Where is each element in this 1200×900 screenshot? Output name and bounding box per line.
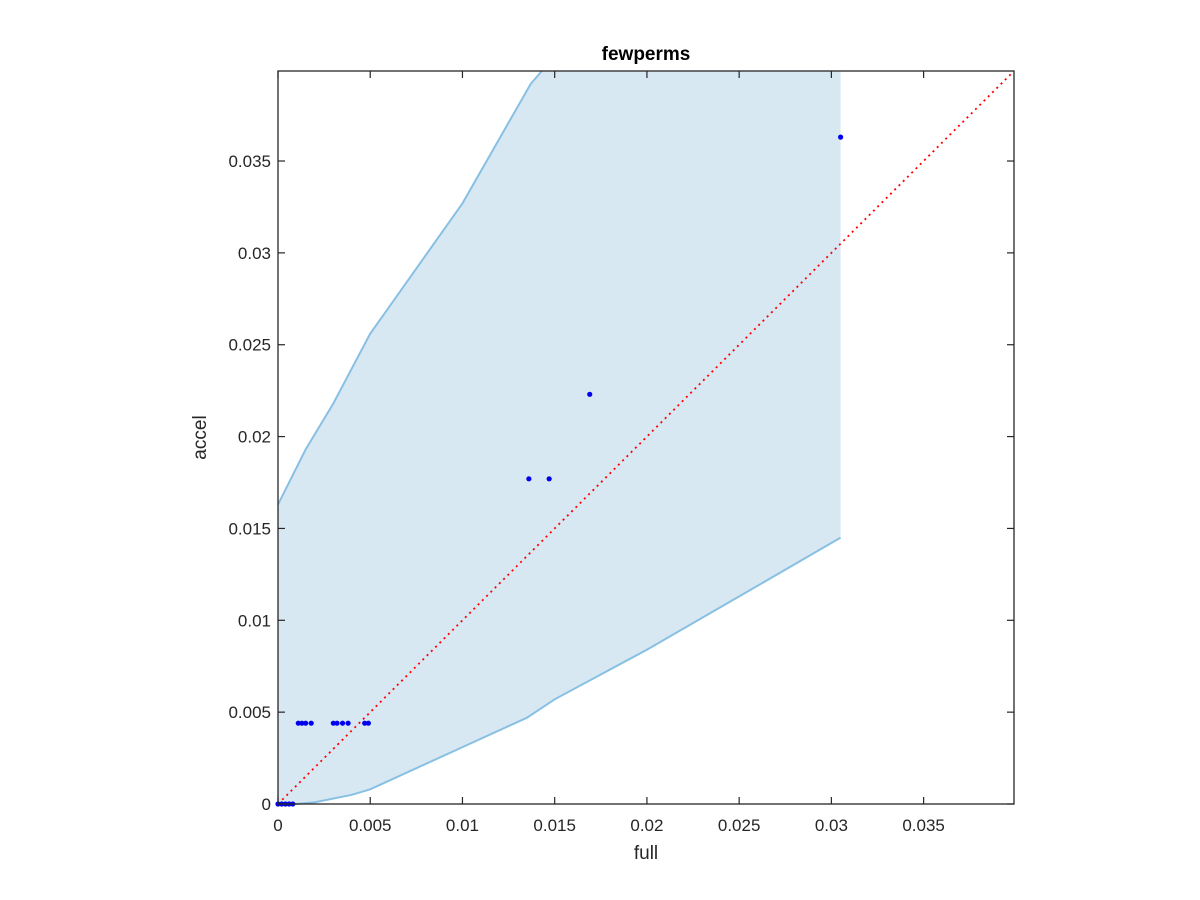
- band-lower-edge: [278, 536, 842, 805]
- x-tick-label: 0.035: [902, 816, 945, 835]
- y-tick-label: 0.02: [238, 428, 271, 447]
- x-tick-label: 0.01: [446, 816, 479, 835]
- x-tick-label: 0: [273, 816, 282, 835]
- scatter-point: [526, 476, 532, 482]
- x-tick-label: 0.03: [815, 816, 848, 835]
- scatter-point: [308, 720, 314, 726]
- y-axis-title: accel: [190, 415, 211, 459]
- y-tick-label: 0.01: [238, 611, 271, 630]
- band-upper-edge: [277, 70, 543, 506]
- reference-line: [277, 70, 1015, 805]
- scatter-point: [838, 134, 844, 140]
- confidence-band: [278, 71, 841, 804]
- scatter-point: [295, 720, 301, 726]
- scatter-point: [365, 720, 371, 726]
- y-tick-label: 0.03: [238, 244, 271, 263]
- x-tick-label: 0.005: [349, 816, 392, 835]
- x-tick-label: 0.015: [533, 816, 576, 835]
- axes-box: [277, 70, 1015, 805]
- scatter-point: [299, 720, 305, 726]
- y-tick-label: 0.035: [228, 152, 271, 171]
- y-tick-label: 0.025: [228, 336, 271, 355]
- scatter-point: [345, 720, 351, 726]
- scatter-point: [362, 720, 368, 726]
- chart-title: fewperms: [602, 44, 691, 65]
- scatter-point: [546, 476, 552, 482]
- scatter-point: [303, 720, 309, 726]
- scatter-point: [339, 720, 346, 726]
- axis-ticks: 0 0.005 0.01 0.015 0.02 0.025 0.03 0.035 0 0.005 0…: [228, 71, 1014, 835]
- scatter-point: [587, 391, 593, 397]
- plot-area: [275, 70, 1015, 807]
- x-tick-label: 0.02: [630, 816, 663, 835]
- x-tick-label: 0.025: [718, 816, 761, 835]
- scatter-point: [334, 720, 340, 726]
- y-tick-label: 0.005: [228, 703, 271, 722]
- x-axis-title: full: [634, 843, 658, 864]
- y-tick-label: 0.015: [228, 519, 271, 538]
- y-tick-label: 0: [262, 795, 271, 814]
- scatter-point: [330, 720, 336, 726]
